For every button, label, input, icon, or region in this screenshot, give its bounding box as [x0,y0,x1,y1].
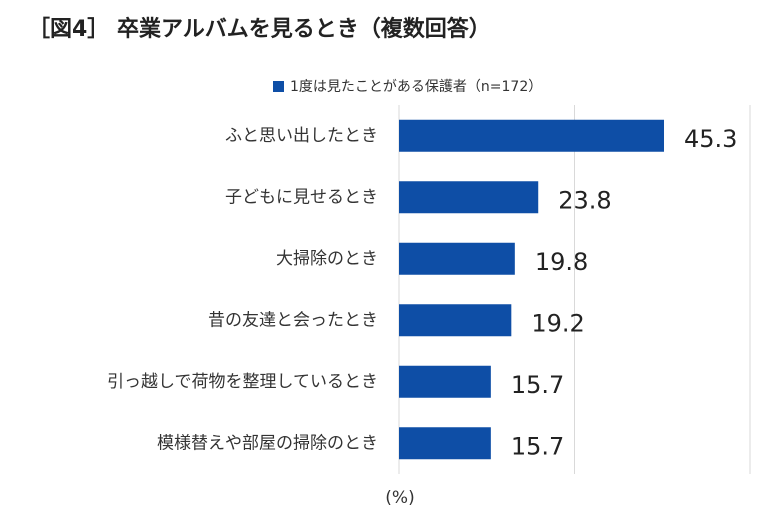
category-label: 模様替えや部屋の掃除のとき [157,433,378,453]
bar [399,242,515,275]
category-label: 引っ越しで荷物を整理しているとき [107,372,378,392]
category-label: 昔の友達と会ったとき [208,310,378,330]
bar [399,304,512,337]
value-label: 15.7 [511,371,564,399]
bar [399,181,539,214]
value-label: 45.3 [684,125,737,153]
bar [399,119,665,152]
legend-swatch [273,81,284,92]
category-label: 子どもに見せるとき [225,187,378,207]
value-label: 19.2 [531,309,584,337]
chart-title: ［図4］ 卒業アルバムを見るとき（複数回答） [28,16,491,42]
legend-label: 1度は見たことがある保護者（n=172） [290,79,542,95]
category-label: 大掃除のとき [276,249,378,269]
bar [399,365,491,398]
category-label: ふと思い出したとき [225,126,378,146]
bar [399,427,491,460]
value-label: 23.8 [558,186,611,214]
x-axis-label: (%) [385,488,414,508]
value-label: 15.7 [511,432,564,460]
value-label: 19.8 [535,248,588,276]
